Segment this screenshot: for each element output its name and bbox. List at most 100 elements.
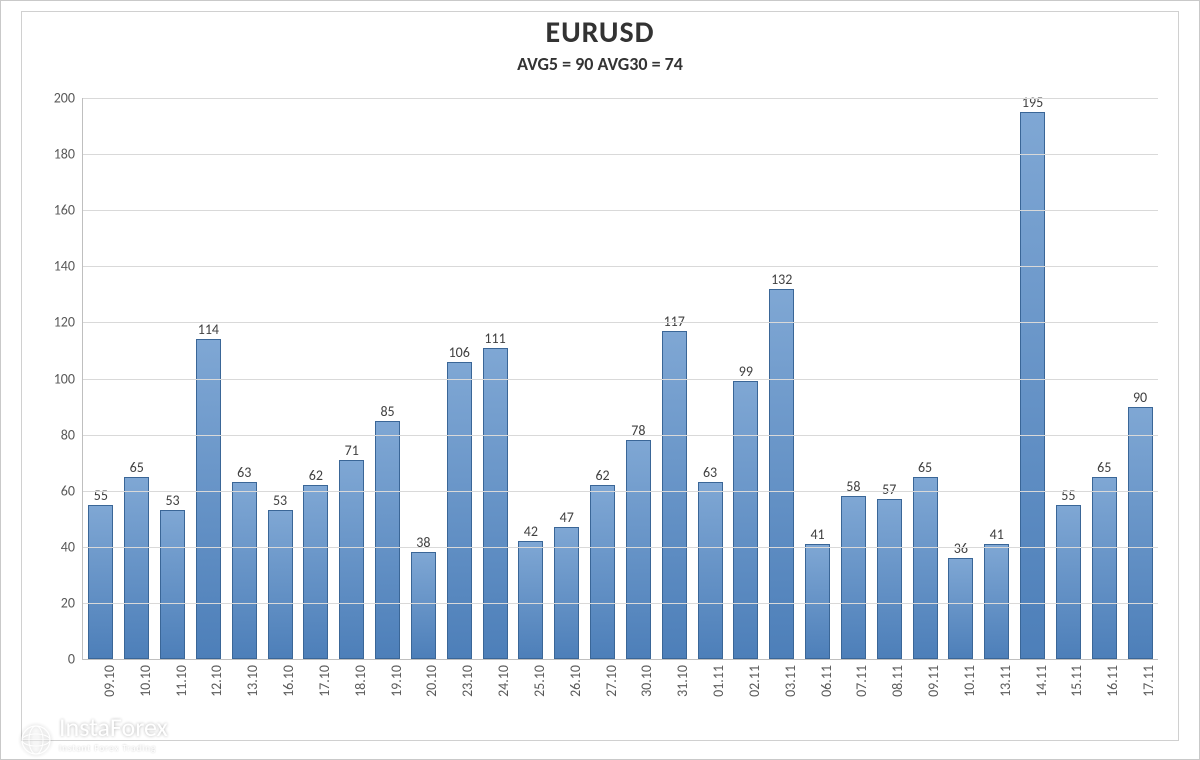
bar-value-label: 65 [1097,459,1111,478]
bar: 41 [805,544,830,659]
bar-value-label: 47 [560,509,574,528]
plot-inner: 5509.106510.105311.1011412.106313.105316… [82,98,1158,660]
bar: 38 [411,552,436,659]
x-tick-label: 16.10 [280,665,297,697]
bar: 195 [1020,112,1045,659]
bar-value-label: 62 [309,467,323,486]
x-tick-label: 26.10 [567,665,584,697]
bar: 63 [232,482,257,659]
bar: 58 [841,496,866,659]
plot-area: 5509.106510.105311.1011412.106313.105316… [82,98,1158,660]
bar-value-label: 36 [954,540,968,559]
bar-fill [269,511,292,658]
bar-fill [448,363,471,658]
bar-fill [125,478,148,658]
bar-value-label: 62 [595,467,609,486]
x-tick-label: 11.10 [173,665,190,697]
bar-value-label: 65 [130,459,144,478]
x-tick-label: 16.11 [1104,665,1121,697]
bar-fill [233,483,256,658]
x-tick-label: 17.10 [316,665,333,697]
x-tick-label: 08.11 [889,665,906,697]
y-tick-label: 200 [54,90,75,107]
bar: 53 [268,510,293,659]
x-tick-label: 13.11 [997,665,1014,697]
chart-frame: EURUSD AVG5 = 90 AVG30 = 74 5509.106510.… [21,11,1179,741]
x-tick-label: 19.10 [388,665,405,697]
y-tick-label: 0 [68,651,75,668]
bar: 41 [984,544,1009,659]
x-tick-label: 10.10 [137,665,154,697]
y-tick-label: 20 [61,594,75,611]
bar-fill [1093,478,1116,658]
bar-value-label: 71 [345,442,359,461]
bar-fill [842,497,865,658]
chart-title: EURUSD [22,14,1178,51]
x-tick-label: 02.11 [746,665,763,697]
bar-value-label: 195 [1022,94,1043,113]
gridline [83,322,1158,323]
y-tick-label: 120 [54,314,75,331]
watermark-brand: InstaForex [59,711,168,743]
bar-fill [806,545,829,658]
bar-value-label: 58 [846,478,860,497]
bar: 36 [948,558,973,659]
bar: 111 [483,348,508,659]
bar-fill [519,542,542,658]
bar-value-label: 63 [703,464,717,483]
bar: 90 [1128,407,1153,659]
bar-value-label: 53 [273,492,287,511]
bar-fill [734,382,757,658]
bar: 114 [196,339,221,659]
x-tick-label: 30.10 [638,665,655,697]
bar-fill [412,553,435,658]
bar: 55 [88,505,113,659]
bar-fill [699,483,722,658]
bar-fill [878,500,901,658]
gridline [83,154,1158,155]
bar-fill [304,486,327,658]
bar-fill [949,559,972,658]
x-tick-label: 24.10 [495,665,512,697]
bar-fill [663,332,686,658]
bar: 62 [303,485,328,659]
gridline [83,435,1158,436]
x-tick-label: 06.11 [818,665,835,697]
bar: 85 [375,421,400,659]
bar: 117 [662,331,687,659]
x-tick-label: 09.10 [101,665,118,697]
y-tick-label: 40 [61,538,75,555]
y-tick-label: 60 [61,482,75,499]
y-tick-label: 100 [54,370,75,387]
chart-subtitle: AVG5 = 90 AVG30 = 74 [22,53,1178,75]
x-tick-label: 23.10 [459,665,476,697]
globe-icon [19,723,53,757]
x-tick-label: 14.11 [1033,665,1050,697]
bar-fill [161,511,184,658]
bar-value-label: 111 [484,330,505,349]
gridline [83,379,1158,380]
x-tick-label: 07.11 [853,665,870,697]
gridline [83,547,1158,548]
title-block: EURUSD AVG5 = 90 AVG30 = 74 [22,12,1178,75]
bar-value-label: 85 [380,403,394,422]
x-tick-label: 01.11 [710,665,727,697]
bar: 42 [518,541,543,659]
bar: 99 [733,381,758,659]
bar-fill [1021,113,1044,658]
watermark-tagline: Instant Forex Trading [59,743,168,754]
bar: 63 [698,482,723,659]
bar-value-label: 65 [918,459,932,478]
bar-fill [985,545,1008,658]
x-tick-label: 03.11 [782,665,799,697]
x-tick-label: 27.10 [603,665,620,697]
bar-fill [484,349,507,658]
bar: 106 [447,362,472,659]
bar: 65 [913,477,938,659]
bar-fill [914,478,937,658]
x-tick-label: 13.10 [244,665,261,697]
bar-fill [591,486,614,658]
x-tick-label: 25.10 [531,665,548,697]
bar-value-label: 42 [524,523,538,542]
x-tick-label: 15.11 [1068,665,1085,697]
